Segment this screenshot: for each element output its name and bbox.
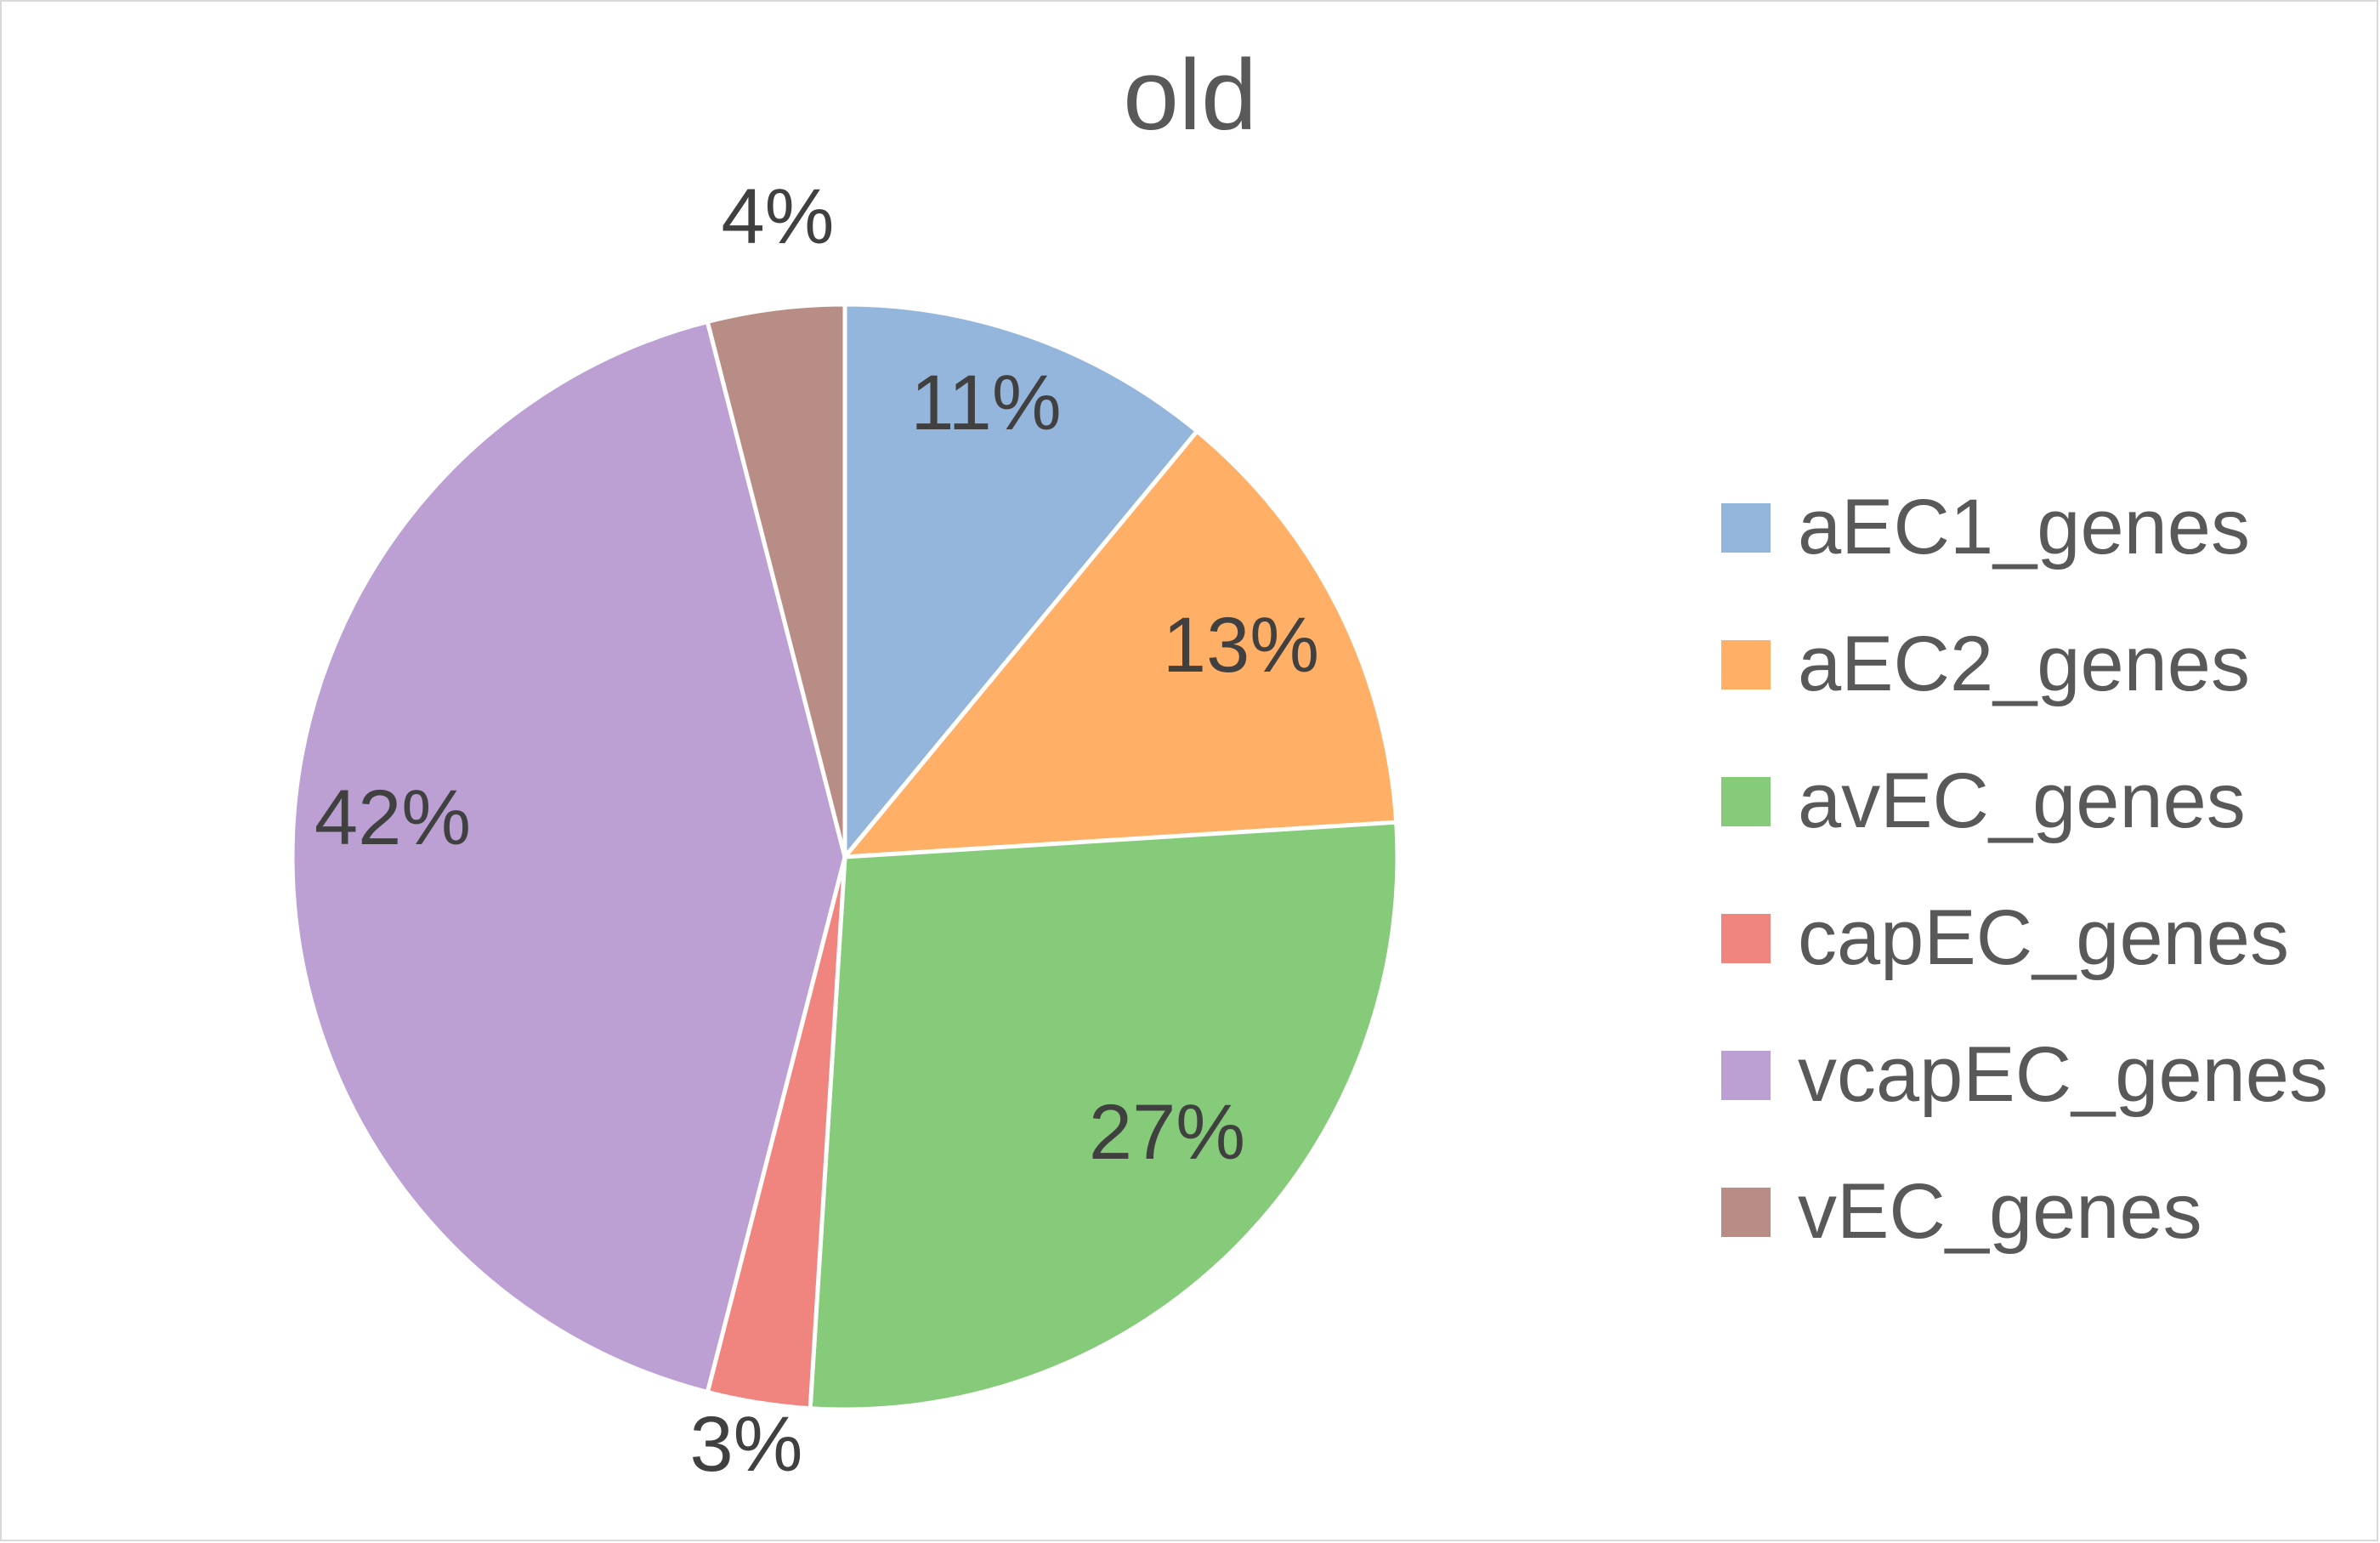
legend-label: vcapEC_genes [1798, 1031, 2328, 1118]
legend-label: capEC_genes [1798, 894, 2289, 981]
legend: aEC1_genes aEC2_genes avEC_genes capEC_gene… [1721, 459, 2328, 1280]
data-label-capec-genes: 3% [690, 1401, 803, 1488]
pie-slices [290, 302, 1400, 1412]
legend-item-capec-genes: capEC_genes [1721, 870, 2328, 1007]
data-label-aec2-genes: 13% [1163, 602, 1319, 689]
legend-label: avEC_genes [1798, 757, 2246, 844]
legend-swatch [1721, 639, 1771, 689]
legend-item-vcapec-genes: vcapEC_genes [1721, 1007, 2328, 1143]
pie-slice-avec-genes [808, 820, 1400, 1412]
data-label-aec1-genes: 11% [910, 360, 1061, 446]
legend-label: aEC1_genes [1798, 484, 2250, 570]
legend-item-aec2-genes: aEC2_genes [1721, 596, 2328, 733]
data-label-avec-genes: 27% [1089, 1089, 1245, 1176]
legend-label: aEC2_genes [1798, 621, 2250, 707]
legend-swatch [1721, 776, 1771, 826]
pie-slice-vec-genes [705, 302, 847, 859]
legend-swatch [1721, 502, 1771, 553]
pie-slice-aec2-genes [842, 428, 1399, 859]
pie-data-labels: 11% 13% 27% 3% 42% 4% [314, 173, 1319, 1488]
data-label-vec-genes: 4% [722, 173, 835, 260]
pie-slice-aec1-genes [842, 302, 1199, 859]
legend-label: vEC_genes [1798, 1168, 2202, 1255]
legend-item-vec-genes: vEC_genes [1721, 1143, 2328, 1280]
data-label-vcapec-genes: 42% [314, 774, 471, 861]
pie-slice-vcapec-genes [290, 319, 847, 1395]
legend-swatch [1721, 913, 1771, 963]
legend-swatch [1721, 1050, 1771, 1100]
legend-swatch [1721, 1187, 1771, 1237]
legend-item-aec1-genes: aEC1_genes [1721, 459, 2328, 596]
chart-title: old [1123, 39, 1257, 151]
legend-item-avec-genes: avEC_genes [1721, 733, 2328, 870]
